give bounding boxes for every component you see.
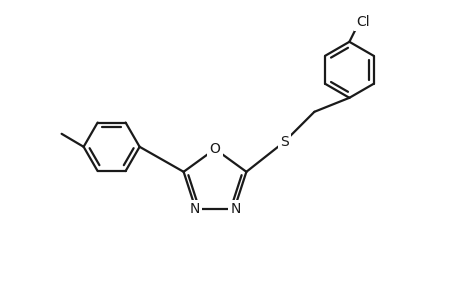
Text: O: O bbox=[209, 142, 220, 156]
Text: S: S bbox=[280, 135, 288, 149]
Text: N: N bbox=[230, 202, 240, 216]
Text: N: N bbox=[189, 202, 199, 216]
Text: Cl: Cl bbox=[356, 15, 369, 29]
